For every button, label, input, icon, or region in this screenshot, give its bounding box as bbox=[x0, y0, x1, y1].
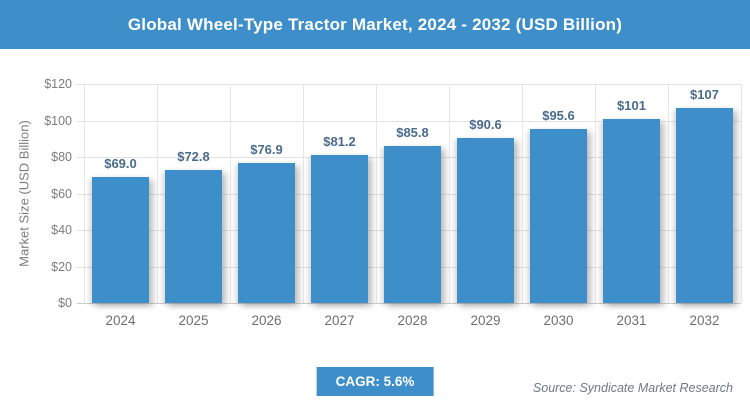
gridline-v bbox=[668, 84, 669, 303]
bar bbox=[603, 118, 660, 303]
x-axis-label: 2027 bbox=[324, 313, 355, 328]
bar-value-label: $95.6 bbox=[542, 107, 575, 123]
bar bbox=[530, 128, 587, 303]
x-axis-label: 2026 bbox=[251, 313, 282, 328]
y-tick-label: $60 bbox=[51, 186, 72, 201]
plot-area: $69.0 $72.8 $76.9 $81.2 $85.8 $90.6 $95.6 $101 $… bbox=[77, 84, 742, 304]
bar-value-label: $81.2 bbox=[323, 133, 356, 149]
bar bbox=[384, 146, 441, 303]
x-axis-label: 2032 bbox=[689, 313, 720, 328]
bar-value-label: $76.9 bbox=[250, 141, 283, 157]
x-axis-label: 2029 bbox=[470, 313, 501, 328]
gridline-v bbox=[303, 84, 304, 303]
chart-title: Global Wheel-Type Tractor Market, 2024 -… bbox=[127, 14, 623, 34]
y-tick-label: $0 bbox=[58, 296, 72, 310]
bar-value-label: $69.0 bbox=[104, 156, 137, 172]
gridline-v bbox=[449, 84, 450, 303]
gridline-v bbox=[157, 84, 158, 303]
bar-value-label: $72.8 bbox=[177, 149, 210, 165]
bar bbox=[457, 137, 514, 303]
bar bbox=[311, 154, 368, 303]
y-tick-label: $20 bbox=[51, 259, 72, 274]
y-tick-label: $40 bbox=[51, 223, 72, 237]
gridline-v bbox=[741, 84, 742, 303]
bar bbox=[92, 177, 149, 303]
gridline-v bbox=[376, 84, 377, 303]
chart-title-bar: Global Wheel-Type Tractor Market, 2024 -… bbox=[0, 0, 750, 49]
x-axis-label: 2024 bbox=[105, 313, 136, 328]
gridline-v bbox=[595, 84, 596, 303]
gridline-v bbox=[84, 84, 85, 303]
gridline-h bbox=[77, 120, 741, 122]
bar-value-label: $107 bbox=[690, 86, 719, 102]
bar-value-label: $90.6 bbox=[469, 116, 502, 132]
bar bbox=[165, 170, 222, 303]
bar-value-label: $85.8 bbox=[396, 125, 429, 141]
x-axis-label: 2030 bbox=[543, 313, 574, 328]
bar bbox=[676, 107, 733, 303]
bar bbox=[238, 162, 295, 303]
gridline-h bbox=[77, 84, 741, 85]
bar-value-label: $101 bbox=[617, 97, 646, 113]
x-axis-label: 2025 bbox=[178, 313, 209, 328]
gridline-h bbox=[77, 303, 741, 304]
x-axis-label: 2028 bbox=[397, 313, 428, 328]
cagr-badge: CAGR: 5.6% bbox=[316, 367, 434, 396]
y-tick-label: $80 bbox=[51, 150, 72, 164]
source-text: Source: Syndicate Market Research bbox=[532, 381, 733, 395]
y-tick-label: $100 bbox=[44, 113, 72, 128]
gridline-v bbox=[230, 84, 231, 303]
gridline-v bbox=[522, 84, 523, 303]
y-tick-label: $120 bbox=[44, 77, 72, 91]
x-axis-label: 2031 bbox=[616, 313, 647, 328]
